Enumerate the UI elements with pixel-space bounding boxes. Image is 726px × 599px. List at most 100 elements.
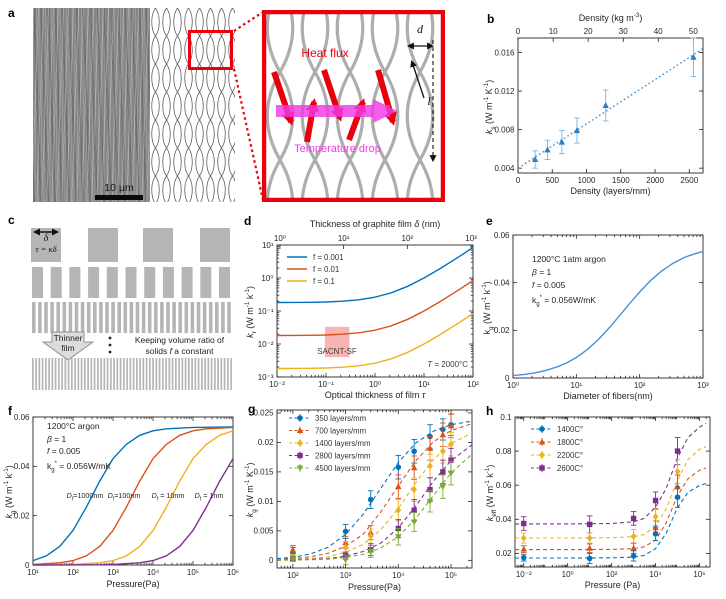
highlight-region bbox=[324, 326, 350, 358]
fiber-spacing-d-label: d bbox=[417, 22, 423, 36]
svg-text:0: 0 bbox=[516, 27, 521, 36]
thinner-film-arrow bbox=[41, 331, 95, 361]
svg-text:10⁻¹: 10⁻¹ bbox=[258, 307, 274, 316]
svg-text:0.06: 0.06 bbox=[494, 231, 510, 240]
curve-label-10nm: Df = 10nm bbox=[151, 491, 185, 503]
chart-e-xlabel: Diameter of fibers(nm) bbox=[563, 391, 653, 401]
svg-text:10²: 10² bbox=[67, 568, 79, 577]
panel-d-chart: 10⁻² 10⁻¹ 10⁰ 10¹ 10² 10⁻³ 10⁻² 10⁻¹ 10⁰ 10¹ 10⁰ 10… bbox=[240, 205, 485, 403]
curve-label-100nm: Df=100nm bbox=[107, 491, 141, 503]
chart-e-canvas: 10⁰ 10¹ 10² 10³ 0 0.02 0.04 0.06 bbox=[494, 231, 709, 390]
inset-border bbox=[262, 10, 445, 202]
chart-g-canvas: 10² 10³ 10⁴ 10⁵ 0 0.005 0.01 0.015 0.02 0.025 350 … bbox=[253, 409, 473, 580]
series-2800 layers/mm bbox=[276, 444, 473, 562]
legend: f = 0.001 f = 0.01 f = 0.1 bbox=[287, 253, 344, 286]
svg-text:1800C°: 1800C° bbox=[557, 438, 583, 447]
svg-text:20: 20 bbox=[584, 27, 593, 36]
svg-text:0: 0 bbox=[25, 561, 30, 570]
svg-text:10⁰: 10⁰ bbox=[507, 381, 519, 390]
svg-text:1400 layers/mm: 1400 layers/mm bbox=[315, 439, 370, 448]
thinner-film-label: Thinner film bbox=[53, 333, 83, 353]
svg-text:2500: 2500 bbox=[680, 176, 698, 185]
mesh-fill bbox=[150, 8, 235, 202]
keeping-ratio-label: Keeping volume ratio of solids f a consta… bbox=[134, 335, 225, 356]
curve-label-1nm: Df = 1nm bbox=[194, 491, 224, 503]
series-Df1 bbox=[32, 458, 234, 566]
svg-text:0.04: 0.04 bbox=[14, 462, 30, 471]
series-f = 0.1 bbox=[276, 312, 474, 370]
svg-text:10³: 10³ bbox=[697, 381, 709, 390]
legend: 1400C° 1800C° 2200C° 2600C° bbox=[531, 425, 583, 473]
svg-text:4500 layers/mm: 4500 layers/mm bbox=[315, 464, 370, 473]
svg-text:2000: 2000 bbox=[646, 176, 664, 185]
axes: 0 500 1000 1500 2000 25000.0040.0080.0120.016… bbox=[494, 27, 704, 185]
series-Df1000 bbox=[32, 426, 234, 562]
svg-text:10: 10 bbox=[549, 27, 558, 36]
panel-d-label: d bbox=[244, 214, 252, 228]
svg-text:10⁰: 10⁰ bbox=[261, 274, 273, 283]
panel-h-chart: 10⁻² 10⁰ 10² 10⁴ 10⁶ 0.02 0.04 0.06 0.08 0.1 1400C… bbox=[480, 395, 726, 599]
svg-text:10²: 10² bbox=[402, 234, 414, 243]
zoom-region-box bbox=[188, 30, 233, 70]
temperature-note: T = 2000°C bbox=[427, 360, 468, 369]
svg-text:0: 0 bbox=[505, 374, 510, 383]
axes: 10⁻² 10⁰ 10² 10⁴ 10⁶ 0.02 0.04 0.06 0.08 0.1 bbox=[496, 413, 711, 579]
svg-text:0.1: 0.1 bbox=[500, 413, 512, 422]
chart-f-canvas: 10¹ 10² 10³ 10⁴ 10⁵ 10⁶ 0 0.02 0.04 0.06 bbox=[14, 413, 239, 577]
svg-text:10⁻²: 10⁻² bbox=[516, 570, 532, 579]
svg-text:0: 0 bbox=[269, 556, 274, 565]
chart-h-ylabel: keff (W m-1 k-1) bbox=[484, 464, 498, 522]
svg-text:10⁶: 10⁶ bbox=[227, 568, 239, 577]
chart-g-xlabel: Pressure(Pa) bbox=[347, 582, 401, 592]
svg-text:0.02: 0.02 bbox=[496, 549, 512, 558]
heat-flux-label: Heat flux bbox=[301, 46, 349, 60]
svg-text:10²: 10² bbox=[634, 381, 646, 390]
svg-text:700 layers/mm: 700 layers/mm bbox=[315, 426, 366, 435]
series-kg bbox=[512, 250, 704, 377]
panel-e-chart: 10⁰ 10¹ 10² 10³ 0 0.02 0.04 0.06 1200°C 1atm arg… bbox=[480, 205, 726, 403]
svg-text:10⁻¹: 10⁻¹ bbox=[318, 380, 334, 389]
chart-b-top-label: Density (kg m-3) bbox=[578, 12, 643, 23]
panel-e-label: e bbox=[486, 214, 493, 228]
thinner-film-schematic bbox=[31, 228, 232, 390]
svg-text:0.02: 0.02 bbox=[494, 326, 510, 335]
svg-text:10⁰: 10⁰ bbox=[369, 380, 381, 389]
svg-text:0: 0 bbox=[516, 176, 521, 185]
svg-text:0.016: 0.016 bbox=[494, 48, 515, 57]
svg-text:350 layers/mm: 350 layers/mm bbox=[315, 414, 366, 423]
chart-h-xlabel: Pressure (Pa) bbox=[584, 580, 641, 590]
series-fit bbox=[517, 48, 704, 169]
fiber-mesh-schematic bbox=[150, 8, 235, 202]
svg-text:10⁵: 10⁵ bbox=[445, 571, 457, 580]
d-l-annotation bbox=[406, 40, 437, 163]
tau-equation-label: τ = κδ bbox=[35, 244, 57, 254]
svg-text:10⁻³: 10⁻³ bbox=[258, 373, 274, 382]
series-data bbox=[531, 37, 697, 169]
panel-a: 10 μm Heat flux Temperature drop d l bbox=[0, 0, 445, 210]
panel-f-chart: 10¹ 10² 10³ 10⁴ 10⁵ 10⁶ 0 0.02 0.04 0.06 1200°C ar… bbox=[0, 398, 245, 599]
chart-f-xlabel: Pressure(Pa) bbox=[106, 579, 160, 589]
svg-text:10¹: 10¹ bbox=[27, 568, 39, 577]
legend: 350 layers/mm 700 layers/mm 1400 layers/mm… bbox=[289, 414, 370, 473]
svg-text:0.04: 0.04 bbox=[494, 278, 510, 287]
chart-f-ylabel: kg (W m-1 k-1) bbox=[3, 465, 17, 519]
chart-b-xlabel: Density (layers/mm) bbox=[570, 186, 651, 196]
chart-b-ylabel: ks (W m-1 K-1) bbox=[483, 79, 497, 134]
svg-text:10³: 10³ bbox=[465, 234, 477, 243]
svg-text:0.025: 0.025 bbox=[253, 409, 274, 418]
panel-g-chart: 10² 10³ 10⁴ 10⁵ 0 0.005 0.01 0.015 0.02 0.025 350 … bbox=[244, 395, 480, 599]
panel-b-chart: 0 500 1000 1500 2000 2500 0.004 0.008 0.012 0.016… bbox=[445, 0, 726, 205]
panel-a-label: a bbox=[8, 6, 15, 20]
svg-text:0.02: 0.02 bbox=[258, 438, 274, 447]
svg-text:f = 0.1: f = 0.1 bbox=[313, 277, 335, 286]
svg-text:10¹: 10¹ bbox=[571, 381, 583, 390]
series-1800C° bbox=[515, 467, 707, 554]
chart-d-xlabel: Optical thickness of film τ bbox=[324, 390, 426, 400]
svg-text:10⁻²: 10⁻² bbox=[258, 340, 274, 349]
svg-text:10²: 10² bbox=[287, 571, 299, 580]
delta-label: δ bbox=[43, 233, 49, 244]
